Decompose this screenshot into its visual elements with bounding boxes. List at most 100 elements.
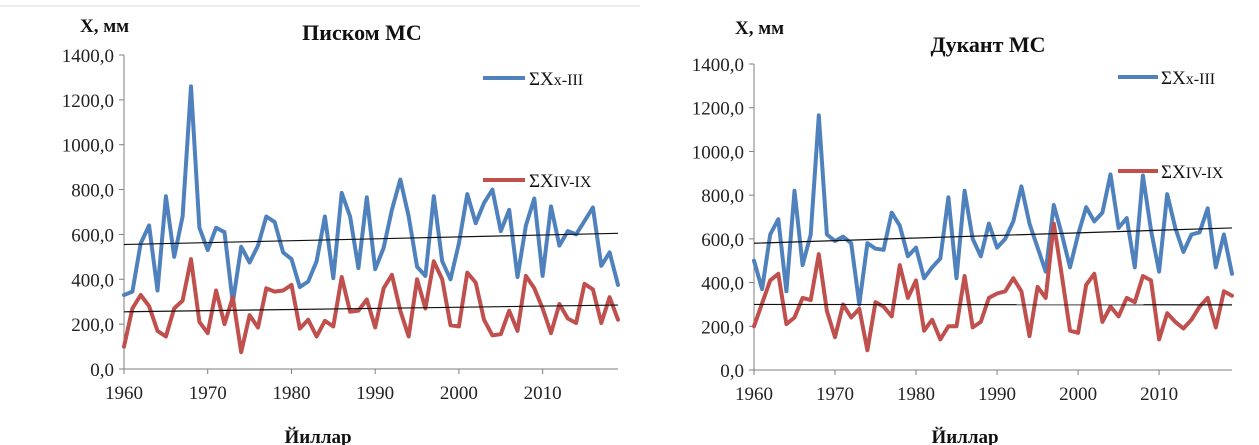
data-point: [273, 220, 277, 224]
data-point: [499, 229, 503, 233]
data-point: [784, 322, 789, 326]
data-point: [1052, 203, 1056, 207]
data-point: [381, 286, 386, 290]
data-point: [273, 290, 277, 294]
data-point: [776, 272, 780, 276]
legend-label-1: ΣXIV-IX: [529, 171, 592, 192]
data-point: [331, 324, 335, 328]
data-point: [532, 196, 536, 201]
data-point: [306, 279, 310, 284]
data-point: [490, 333, 495, 337]
data-point: [1165, 192, 1169, 196]
series-line-summer: [122, 257, 620, 355]
data-point: [776, 217, 780, 221]
data-point: [432, 194, 436, 198]
data-point: [298, 327, 302, 331]
data-point: [825, 309, 829, 313]
data-point: [532, 286, 536, 290]
y-tick-label: 1000,0: [62, 136, 114, 157]
y-tick-label: 400,0: [701, 274, 744, 295]
data-point: [566, 229, 570, 233]
data-point: [390, 273, 394, 277]
data-point: [1116, 314, 1121, 319]
data-point: [256, 325, 260, 330]
data-point: [239, 350, 243, 354]
y-tick-label: 0,0: [90, 360, 114, 381]
data-point: [752, 259, 756, 263]
data-point: [323, 214, 327, 219]
data-point: [1181, 250, 1185, 254]
data-point: [1100, 320, 1104, 324]
data-point: [172, 306, 176, 311]
data-point: [448, 323, 453, 327]
data-point: [890, 314, 894, 319]
data-point: [373, 325, 377, 330]
legend-label-0: ΣXx-III: [1161, 68, 1215, 89]
data-point: [197, 226, 201, 230]
data-point: [557, 302, 561, 306]
data-point: [1035, 246, 1040, 250]
series-line-winter: [752, 113, 1234, 307]
data-point: [206, 248, 210, 252]
y-tick-label: 800,0: [701, 186, 744, 207]
data-point: [865, 241, 870, 245]
data-point: [922, 329, 926, 333]
data-point: [1206, 206, 1210, 210]
data-point: [214, 226, 218, 230]
data-point: [1230, 294, 1234, 298]
data-point: [507, 208, 511, 212]
data-point: [130, 290, 134, 294]
data-point: [365, 195, 369, 200]
y-tick-label: 1200,0: [692, 99, 744, 120]
data-point: [1173, 320, 1177, 324]
data-point: [1052, 221, 1056, 226]
data-point: [524, 223, 528, 228]
data-point: [833, 335, 837, 339]
data-point: [890, 211, 894, 215]
data-point: [599, 264, 603, 268]
data-point: [164, 194, 168, 198]
data-point: [281, 288, 285, 293]
x-axis-label: Йиллар: [931, 426, 998, 445]
data-point: [298, 285, 302, 289]
data-point: [507, 309, 511, 313]
data-point: [155, 288, 160, 293]
data-point: [898, 263, 902, 267]
data-point: [515, 275, 520, 279]
x-tick-label: 1980: [897, 384, 935, 405]
x-tick-label: 1990: [356, 383, 394, 404]
data-point: [1100, 211, 1104, 215]
data-point: [549, 331, 553, 335]
trend-line-2: [123, 304, 619, 313]
data-point: [541, 274, 545, 278]
data-point: [432, 259, 436, 263]
data-point: [979, 320, 983, 324]
data-point: [930, 318, 934, 322]
data-point: [465, 270, 469, 275]
data-point: [381, 246, 386, 250]
data-point: [448, 277, 453, 281]
y-tick-label: 600,0: [71, 225, 114, 246]
data-point: [1214, 265, 1218, 269]
x-tick-label: 1960: [735, 384, 773, 405]
data-point: [1165, 311, 1169, 315]
data-point: [1044, 270, 1048, 274]
data-point: [407, 214, 411, 219]
data-point: [1019, 184, 1023, 188]
data-point: [457, 324, 461, 328]
data-point: [356, 309, 361, 313]
data-point: [1076, 232, 1080, 237]
x-tick-label: 2000: [1059, 384, 1097, 405]
data-point: [1206, 296, 1210, 300]
data-point: [365, 297, 369, 302]
data-point: [1068, 265, 1072, 269]
data-point: [616, 283, 620, 287]
y-tick-label: 200,0: [701, 317, 744, 338]
x-tick-label: 2010: [1140, 384, 1178, 405]
data-point: [792, 315, 797, 320]
y-tick-label: 1400,0: [62, 46, 114, 67]
y-tick-label: 1000,0: [692, 142, 744, 163]
data-point: [331, 276, 335, 280]
data-point: [1189, 232, 1194, 237]
data-point: [1197, 230, 1202, 234]
